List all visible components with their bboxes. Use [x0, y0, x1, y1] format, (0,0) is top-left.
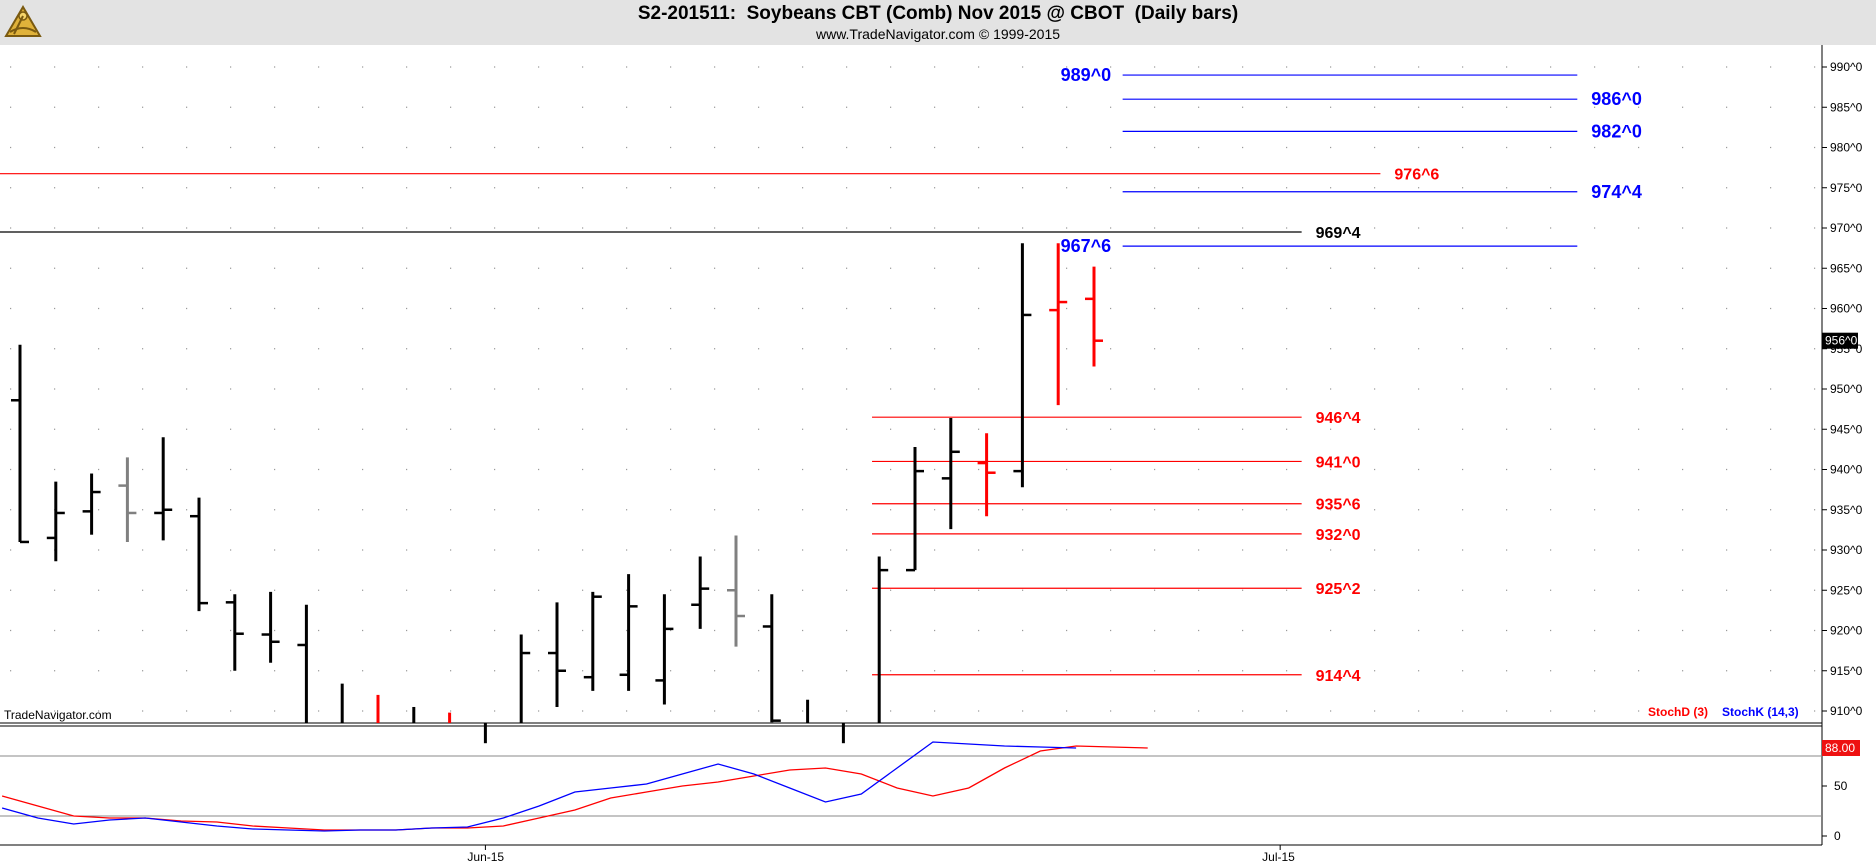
ohlc-bar [261, 591, 280, 663]
price-level-label: 967^6 [1061, 236, 1112, 256]
price-level-label: 935^6 [1316, 497, 1361, 514]
price-axis-tick-label: 910^0 [1830, 704, 1863, 718]
price-axis-tick-label: 915^0 [1830, 664, 1863, 678]
price-level-label: 986^0 [1591, 89, 1642, 109]
price-axis-tick-label: 985^0 [1830, 100, 1863, 114]
stochastic-panel: StochD (3) StochK (14,3) [0, 705, 1822, 832]
date-axis-tick-label: Jul-15 [1262, 850, 1295, 863]
price-axis-tick-label: 950^0 [1830, 382, 1863, 396]
price-level-label: 925^2 [1316, 581, 1361, 598]
date-axis-tick-label: Jun-15 [467, 850, 504, 863]
ohlc-bar [1049, 243, 1068, 406]
ohlc-bar [118, 457, 137, 542]
price-axis-tick-label: 980^0 [1830, 141, 1863, 155]
chart-frame [0, 45, 1823, 846]
price-level-label: 976^6 [1394, 167, 1439, 184]
price-level-label: 982^0 [1591, 121, 1642, 141]
grid-dot-pattern [10, 66, 1816, 712]
price-level-label: 974^4 [1591, 182, 1642, 202]
chart-header: S2-201511: Soybeans CBT (Comb) Nov 2015 … [0, 0, 1876, 45]
ohlc-bar [941, 417, 960, 530]
price-level-label: 989^0 [1061, 65, 1112, 85]
last-price-label: 956^0 [1825, 334, 1858, 348]
stoch-last-badge [1822, 740, 1860, 756]
grid-dots [10, 66, 1816, 712]
ohlc-bar [691, 556, 710, 629]
price-level-label: 946^4 [1316, 410, 1361, 427]
price-axis-tick-label: 970^0 [1830, 221, 1863, 235]
price-axis-tick-label: 945^0 [1830, 422, 1863, 436]
ohlc-bar [727, 535, 745, 647]
ohlc-bar [11, 344, 29, 544]
ohlc-bar [877, 556, 889, 723]
price-axis: 910^0 915^0 920^0 925^0 930^0 935^0 940^0 945^0… [1822, 60, 1863, 843]
price-axis-tick-label: 975^0 [1830, 181, 1863, 195]
chart-subtitle: www.TradeNavigator.com © 1999-2015 [815, 26, 1061, 42]
stoch-axis-tick-label: 0 [1834, 829, 1841, 843]
price-bars [11, 243, 1103, 744]
ohlc-bar [190, 497, 208, 612]
price-level-label: 969^4 [1316, 225, 1361, 242]
ohlc-bar [619, 574, 638, 691]
ohlc-bar [154, 437, 173, 541]
watermark: TradeNavigator.com [4, 708, 112, 722]
stoch-legend-label: StochK (14,3) [1722, 705, 1799, 719]
stoch-series-line [1, 745, 1148, 831]
ohlc-bar [225, 594, 244, 671]
stoch-series-line [1, 741, 1077, 832]
ohlc-bar [548, 602, 566, 707]
stoch-last-label: 88.00 [1825, 741, 1855, 755]
price-axis-tick-label: 940^0 [1830, 463, 1863, 477]
last-price-badge [1822, 332, 1858, 349]
ohlc-bar [1013, 243, 1032, 488]
stoch-legend-label: StochD (3) [1648, 705, 1708, 719]
panel-labels: TradeNavigator.com [4, 708, 112, 722]
price-axis-tick-label: 925^0 [1830, 583, 1863, 597]
price-level-label: 941^0 [1316, 454, 1361, 471]
ohlc-bar [519, 634, 531, 723]
ohlc-bar [1085, 266, 1103, 367]
stoch-axis-tick-label: 50 [1834, 779, 1848, 793]
ohlc-bar [977, 433, 996, 517]
price-axis-tick-label: 930^0 [1830, 543, 1863, 557]
ohlc-bar [762, 594, 781, 723]
price-axis-tick-label: 965^0 [1830, 261, 1863, 275]
price-axis-tick-label: 920^0 [1830, 624, 1863, 638]
price-axis-tick-label: 935^0 [1830, 503, 1863, 517]
ohlc-bar [583, 591, 602, 691]
ohlc-bar [46, 481, 65, 562]
chart-title: S2-201511: Soybeans CBT (Comb) Nov 2015 … [637, 3, 1239, 24]
date-axis: Jun-15 Jul-15 [467, 845, 1295, 863]
ohlc-bar [297, 604, 308, 723]
price-level-label: 914^4 [1316, 668, 1361, 685]
ohlc-bar [82, 473, 101, 535]
price-level-label: 932^0 [1316, 527, 1361, 544]
price-axis-tick-label: 960^0 [1830, 302, 1863, 316]
ohlc-bar [655, 594, 674, 705]
sextant-logo-icon [4, 5, 42, 37]
price-levels: 989^0 986^0 982^0 974^4 967^6 976^6 969^4 946^4… [0, 65, 1642, 685]
ohlc-bar [906, 446, 924, 572]
price-axis-tick-label: 990^0 [1830, 60, 1863, 74]
